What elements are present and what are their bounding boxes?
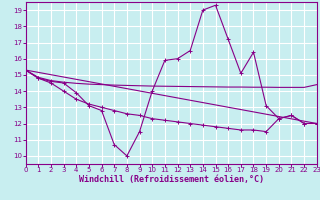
X-axis label: Windchill (Refroidissement éolien,°C): Windchill (Refroidissement éolien,°C)	[79, 175, 264, 184]
